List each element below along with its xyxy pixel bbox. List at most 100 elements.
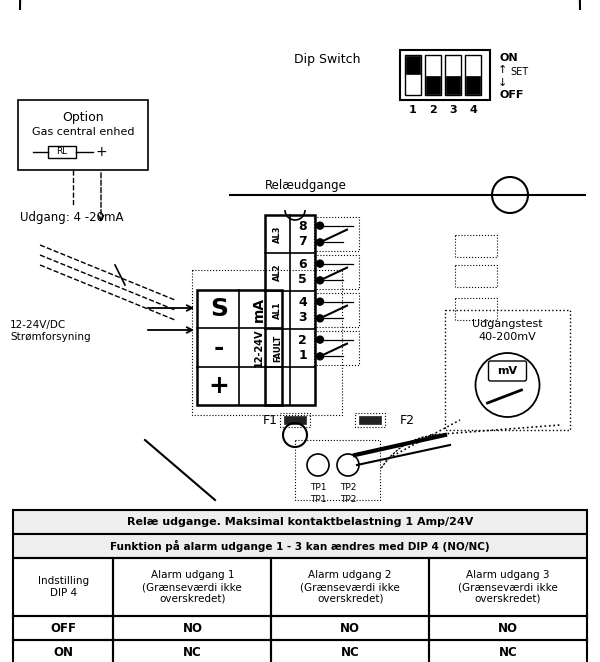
Text: 4: 4 <box>469 105 477 115</box>
Text: Relæ udgange. Maksimal kontaktbelastning 1 Amp/24V: Relæ udgange. Maksimal kontaktbelastning… <box>127 517 473 527</box>
Circle shape <box>317 298 323 305</box>
Text: S: S <box>210 297 228 321</box>
Text: SET: SET <box>510 67 528 77</box>
Bar <box>113 640 271 662</box>
Text: 1: 1 <box>409 105 417 115</box>
Text: AL1: AL1 <box>273 301 282 319</box>
Bar <box>429 558 587 616</box>
Text: 4: 4 <box>298 296 307 309</box>
Text: NO: NO <box>498 622 518 634</box>
Text: 1: 1 <box>298 349 307 362</box>
Bar <box>113 558 271 616</box>
Bar <box>445 310 570 430</box>
Text: Option: Option <box>62 111 104 124</box>
Text: 3: 3 <box>449 105 457 115</box>
Text: Dip Switch: Dip Switch <box>293 54 360 66</box>
Text: Gas central enhed: Gas central enhed <box>32 127 134 137</box>
Bar <box>13 640 113 662</box>
Text: TP2: TP2 <box>340 483 356 493</box>
Bar <box>314 255 359 289</box>
Circle shape <box>317 239 323 246</box>
Bar <box>314 217 359 251</box>
Bar <box>466 76 480 94</box>
Text: OFF: OFF <box>50 622 76 634</box>
Text: 12-24V/DC: 12-24V/DC <box>10 320 66 330</box>
Bar <box>425 55 441 95</box>
Text: F2: F2 <box>400 414 415 428</box>
Circle shape <box>317 336 323 343</box>
Circle shape <box>317 315 323 322</box>
Text: FAULT: FAULT <box>273 334 282 361</box>
Text: 7: 7 <box>298 235 307 248</box>
Bar <box>429 616 587 640</box>
Bar <box>359 416 381 424</box>
Text: Strømforsyning: Strømforsyning <box>10 332 91 342</box>
Text: Alarm udgang 1
(Grænseværdi ikke
overskredet): Alarm udgang 1 (Grænseværdi ikke overskr… <box>143 571 242 604</box>
Bar <box>426 76 440 94</box>
Bar <box>446 76 460 94</box>
Text: RL: RL <box>56 148 68 156</box>
Text: Udgangstest: Udgangstest <box>472 319 543 329</box>
Text: AL3: AL3 <box>273 225 282 243</box>
Text: TP2: TP2 <box>340 495 356 504</box>
Bar <box>113 616 271 640</box>
Text: 8: 8 <box>298 220 307 233</box>
Text: TP1: TP1 <box>310 495 326 504</box>
Bar <box>197 290 282 405</box>
Bar <box>271 640 429 662</box>
Text: 3: 3 <box>298 311 307 324</box>
Text: ↓: ↓ <box>498 78 508 88</box>
Bar <box>13 616 113 640</box>
Text: mV: mV <box>497 366 518 376</box>
Text: OFF: OFF <box>500 90 524 100</box>
Circle shape <box>317 222 323 229</box>
Text: Alarm udgang 3
(Grænseværdi ikke
overskredet): Alarm udgang 3 (Grænseværdi ikke overskr… <box>458 571 558 604</box>
Text: Indstilling
DIP 4: Indstilling DIP 4 <box>38 576 89 598</box>
Text: F1: F1 <box>263 414 278 428</box>
Text: NC: NC <box>183 645 202 659</box>
Text: mA: mA <box>252 297 266 322</box>
Bar <box>271 616 429 640</box>
Text: Relæudgange: Relæudgange <box>265 179 347 191</box>
Text: 2: 2 <box>298 334 307 347</box>
Text: 40-200mV: 40-200mV <box>479 332 536 342</box>
Text: 6: 6 <box>298 258 307 271</box>
Text: NC: NC <box>499 645 517 659</box>
Text: Udgang: 4 -20mA: Udgang: 4 -20mA <box>20 211 124 224</box>
Bar <box>265 215 315 405</box>
Bar <box>295 440 380 500</box>
Text: AL2: AL2 <box>273 263 282 281</box>
Text: 12-24V: 12-24V <box>254 328 264 367</box>
Bar <box>465 55 481 95</box>
Bar <box>314 331 359 365</box>
Bar <box>18 100 148 170</box>
Bar <box>271 558 429 616</box>
Text: +: + <box>95 145 107 159</box>
Text: ↑: ↑ <box>498 65 508 75</box>
Circle shape <box>317 353 323 360</box>
Text: TP1: TP1 <box>310 483 326 493</box>
Text: NC: NC <box>341 645 359 659</box>
Bar <box>192 270 342 415</box>
Bar <box>13 534 587 558</box>
FancyBboxPatch shape <box>488 361 527 381</box>
Text: -: - <box>214 336 224 359</box>
Text: NO: NO <box>340 622 360 634</box>
Text: +: + <box>209 374 229 398</box>
Text: Alarm udgang 2
(Grænseværdi ikke
overskredet): Alarm udgang 2 (Grænseværdi ikke overskr… <box>301 571 400 604</box>
Bar <box>455 298 497 320</box>
Circle shape <box>317 260 323 267</box>
Bar <box>13 558 113 616</box>
Bar <box>400 50 490 100</box>
Bar <box>284 416 306 424</box>
Text: ON: ON <box>53 645 73 659</box>
Bar <box>455 235 497 257</box>
Text: NO: NO <box>182 622 202 634</box>
Bar <box>355 413 385 427</box>
Bar <box>429 640 587 662</box>
Text: 2: 2 <box>429 105 437 115</box>
Text: ON: ON <box>500 53 518 63</box>
Circle shape <box>317 277 323 284</box>
Bar <box>445 55 461 95</box>
Bar <box>280 413 310 427</box>
